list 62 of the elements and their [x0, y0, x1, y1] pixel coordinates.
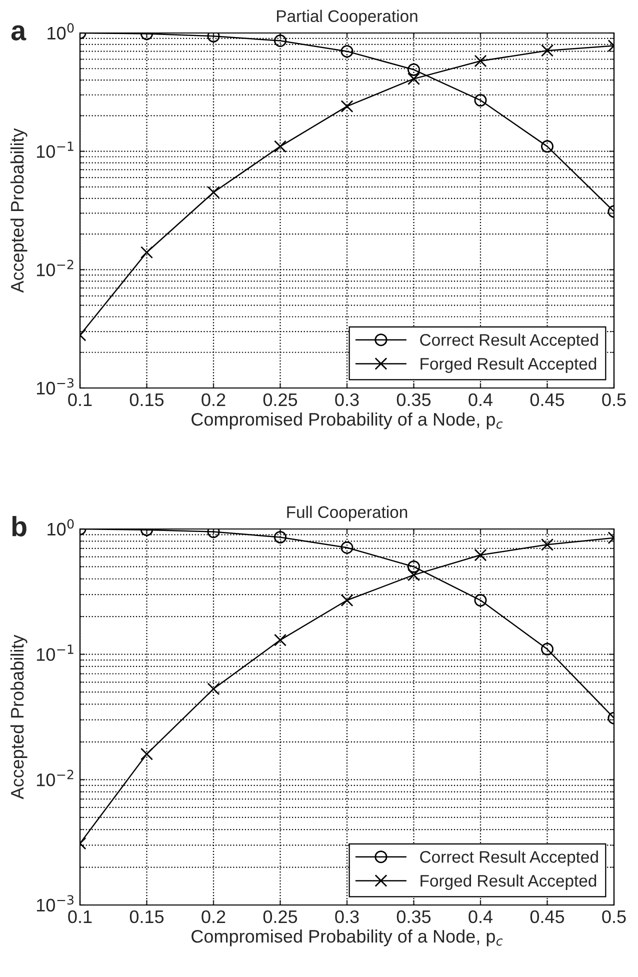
point: [474, 94, 487, 107]
y-tick-label: 10$^{−2}$: [36, 260, 74, 276]
y-tick-label: 10$^{0}$: [48, 519, 74, 536]
point: [541, 140, 554, 153]
point: [408, 72, 420, 86]
y-axis-title: Accepted Probability: [10, 128, 28, 293]
legend-label: Forged Result Accepted: [420, 357, 596, 373]
point: [408, 63, 420, 76]
point: [340, 594, 354, 607]
point: [207, 682, 220, 696]
point: [340, 541, 354, 554]
x-tick-label: 0.3: [335, 393, 359, 406]
point: [140, 246, 153, 259]
x-tick-label: 0.15: [130, 910, 164, 924]
chart-title: Full Cooperation: [287, 506, 408, 522]
point: [474, 548, 487, 562]
x-tick-label: 0.45: [530, 393, 564, 406]
point: [541, 44, 554, 57]
point: [408, 560, 420, 573]
point: [274, 530, 286, 544]
point: [274, 140, 286, 153]
x-tick-label: 0.4: [468, 910, 493, 924]
x-tick-label: 0.1: [68, 393, 92, 406]
x-axis-title: Compromised Probability of a Node, p$_{c}$: [192, 929, 503, 946]
legend-label: Forged Result Accepted: [420, 874, 596, 890]
point: [474, 54, 487, 68]
point: [274, 634, 286, 646]
x-axis-title: Compromised Probability of a Node, p$_{c}$: [192, 412, 503, 430]
x-tick-label: 0.5: [602, 393, 626, 406]
legend-label: Correct Result Accepted: [420, 850, 598, 866]
point: [541, 538, 554, 551]
x-tick-label: 0.3: [335, 910, 359, 924]
x-tick-label: 0.25: [263, 910, 298, 924]
point: [207, 186, 220, 199]
x-tick-label: 0.2: [202, 393, 226, 406]
y-tick-label: 10$^{−1}$: [36, 644, 74, 661]
x-tick-label: 0.25: [263, 393, 298, 406]
y-tick-label: 10$^{−3}$: [36, 378, 74, 395]
point: [340, 100, 354, 113]
chart-title: Partial Cooperation: [277, 10, 418, 26]
point: [408, 568, 420, 582]
y-tick-label: 10$^{−1}$: [36, 142, 74, 158]
text: a: [11, 25, 26, 40]
point: [140, 748, 153, 760]
x-tick-label: 0.35: [396, 393, 431, 406]
point: [474, 594, 487, 607]
x-tick-label: 0.45: [530, 910, 564, 924]
x-tick-label: 0.1: [68, 910, 92, 924]
x-tick-label: 0.5: [602, 910, 626, 924]
legend-label: Correct Result Accepted: [420, 334, 598, 350]
x-tick-label: 0.2: [202, 910, 226, 924]
y-tick-label: 10$^{−3}$: [36, 895, 74, 912]
text: b: [12, 516, 26, 536]
point: [340, 45, 354, 58]
point: [274, 34, 286, 47]
y-axis-title: Accepted Probability: [10, 634, 28, 800]
x-tick-label: 0.4: [468, 393, 493, 406]
y-tick-label: 10$^{−2}$: [36, 770, 74, 786]
point: [541, 642, 554, 656]
x-tick-label: 0.35: [396, 910, 431, 924]
x-tick-label: 0.15: [130, 393, 164, 406]
y-tick-label: 10$^{0}$: [48, 23, 74, 40]
